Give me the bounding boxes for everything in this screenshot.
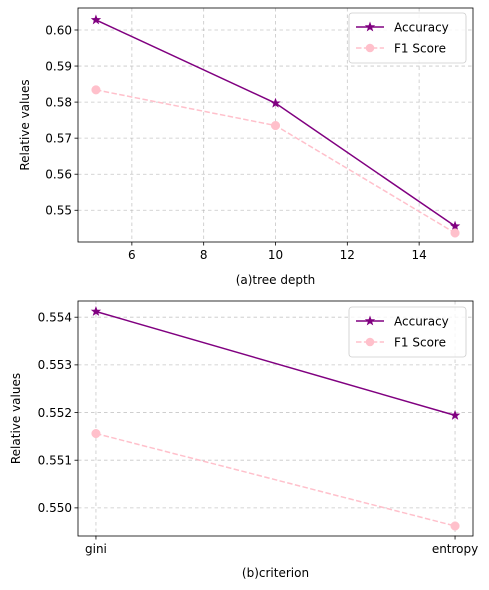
axes-frame	[77, 300, 474, 537]
x-tick-label: gini	[85, 542, 107, 556]
legend-box	[348, 306, 467, 358]
chart-tree-depth: 6 8 10 12 14 0.55 0.56 0.57 0.58 0.59 0.60 (a)tree …	[18, 7, 474, 287]
data-point	[450, 228, 460, 238]
legend-marker	[364, 21, 376, 32]
y-tick-label: 0.57	[45, 131, 72, 145]
legend-box	[348, 12, 467, 64]
y-axis-label: Relative values	[18, 79, 32, 170]
legend-label: Accuracy	[394, 20, 449, 34]
data-point	[450, 521, 460, 531]
data-point	[449, 409, 461, 420]
legend-marker	[365, 43, 375, 53]
y-tick-label: 0.553	[38, 358, 72, 372]
y-tick-label: 0.551	[38, 454, 72, 468]
x-tick-label: 8	[200, 248, 208, 262]
x-axis-label: (b)criterion	[242, 566, 309, 580]
y-axis-label: Relative values	[9, 373, 23, 464]
series-line	[95, 310, 456, 417]
ticks: gini entropy 0.550 0.551 0.552 0.553 0.554	[38, 311, 479, 556]
y-tick-label: 0.58	[45, 95, 72, 109]
y-tick-label: 0.59	[45, 59, 72, 73]
legend-marker	[365, 337, 375, 347]
y-tick-label: 0.56	[45, 168, 72, 182]
y-tick-label: 0.552	[38, 406, 72, 420]
x-tick-label: 10	[268, 248, 283, 262]
data-point	[90, 14, 102, 25]
data-point	[91, 85, 101, 95]
legend: Accuracy F1 Score	[348, 306, 467, 358]
x-tick-label: entropy	[432, 542, 478, 556]
data-point	[270, 97, 281, 108]
y-tick-label: 0.550	[38, 501, 72, 515]
series-f1-score	[91, 428, 460, 531]
legend-label: F1 Score	[394, 335, 446, 349]
series-line	[95, 432, 456, 527]
series-accuracy	[90, 14, 461, 231]
x-tick-label: 6	[128, 248, 136, 262]
chart-criterion: gini entropy 0.550 0.551 0.552 0.553 0.554 (b)c…	[9, 300, 479, 580]
axes-frame	[77, 7, 474, 243]
data-point	[91, 428, 101, 439]
ticks: 6 8 10 12 14 0.55 0.56 0.57 0.58 0.59 0.60	[45, 23, 426, 262]
data-point	[449, 220, 461, 231]
data-point	[90, 306, 102, 316]
x-axis-label: (a)tree depth	[236, 273, 316, 287]
y-tick-label: 0.60	[45, 23, 72, 37]
grid	[78, 8, 473, 242]
series-f1-score	[91, 85, 460, 238]
x-tick-label: 12	[340, 248, 355, 262]
data-point	[270, 120, 281, 131]
legend-label: F1 Score	[394, 41, 446, 55]
legend: Accuracy F1 Score	[348, 12, 467, 64]
y-tick-label: 0.55	[45, 204, 72, 218]
y-tick-label: 0.554	[38, 311, 72, 325]
x-tick-label: 14	[411, 248, 426, 262]
series-accuracy	[90, 306, 461, 420]
legend-marker	[364, 315, 376, 326]
legend-label: Accuracy	[394, 314, 449, 328]
